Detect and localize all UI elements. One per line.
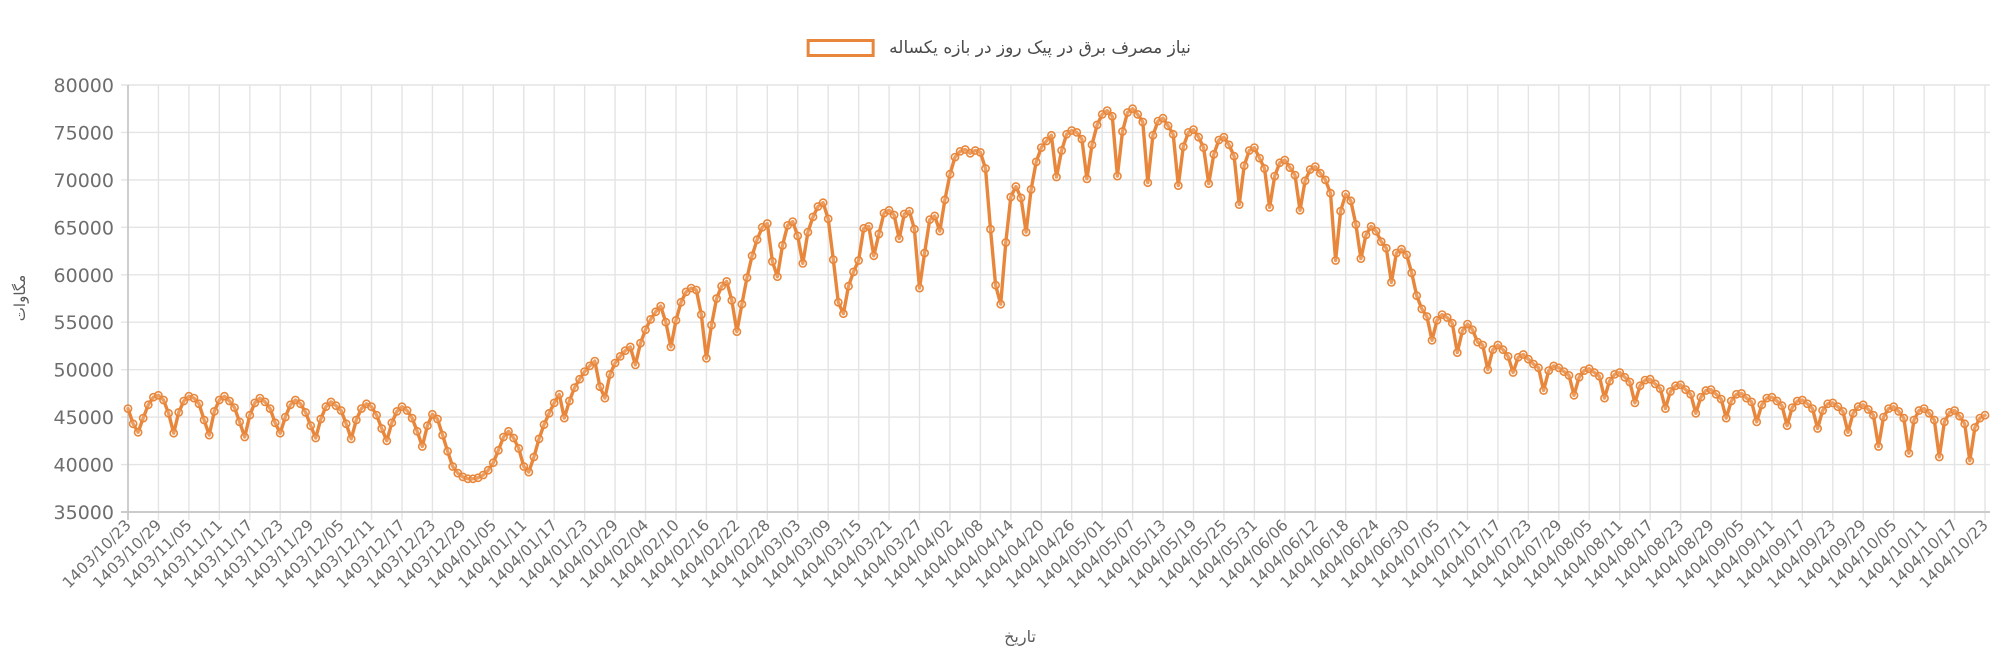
chart-legend[interactable]: نیاز مصرف برق در پیک روز در بازه یکساله — [806, 38, 1191, 58]
svg-text:65000: 65000 — [54, 217, 114, 239]
x-axis-title: تاریخ — [1004, 627, 1036, 646]
svg-text:50000: 50000 — [54, 360, 114, 382]
svg-text:75000: 75000 — [54, 122, 114, 144]
y-axis-title: مگاوات — [11, 274, 29, 322]
svg-text:60000: 60000 — [54, 265, 114, 287]
svg-text:55000: 55000 — [54, 312, 114, 334]
svg-text:45000: 45000 — [54, 407, 114, 429]
svg-text:70000: 70000 — [54, 170, 114, 192]
legend-swatch-icon — [806, 39, 875, 57]
svg-text:35000: 35000 — [54, 502, 114, 524]
legend-label: نیاز مصرف برق در پیک روز در بازه یکساله — [889, 38, 1191, 58]
svg-text:40000: 40000 — [54, 455, 114, 477]
svg-text:80000: 80000 — [54, 75, 114, 97]
